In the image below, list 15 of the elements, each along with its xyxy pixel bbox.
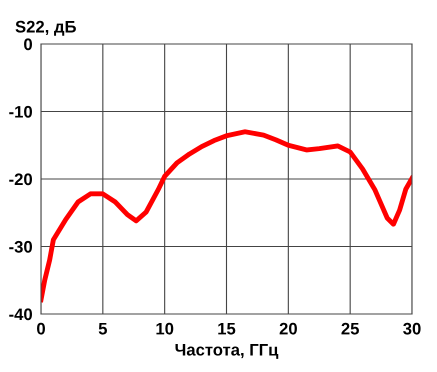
x-tick-label: 5 (98, 322, 108, 335)
y-tick-label: -20 (9, 173, 32, 186)
y-tick-label: -10 (9, 106, 32, 118)
y-tick-label: 0 (24, 38, 32, 50)
x-tick-label: 0 (37, 322, 45, 335)
x-tick-label: 15 (218, 322, 236, 335)
y-tick-label: -40 (9, 308, 32, 320)
y-axis-title: S22, дБ (16, 20, 76, 36)
x-axis-title: Частота, ГГц (176, 344, 278, 359)
line-series (41, 129, 412, 302)
x-tick-label: 30 (403, 322, 421, 335)
x-tick-label: 10 (156, 322, 174, 335)
x-tick-label: 20 (280, 322, 297, 335)
x-tick-label: 25 (341, 322, 359, 335)
y-tick-label: -30 (9, 240, 32, 253)
